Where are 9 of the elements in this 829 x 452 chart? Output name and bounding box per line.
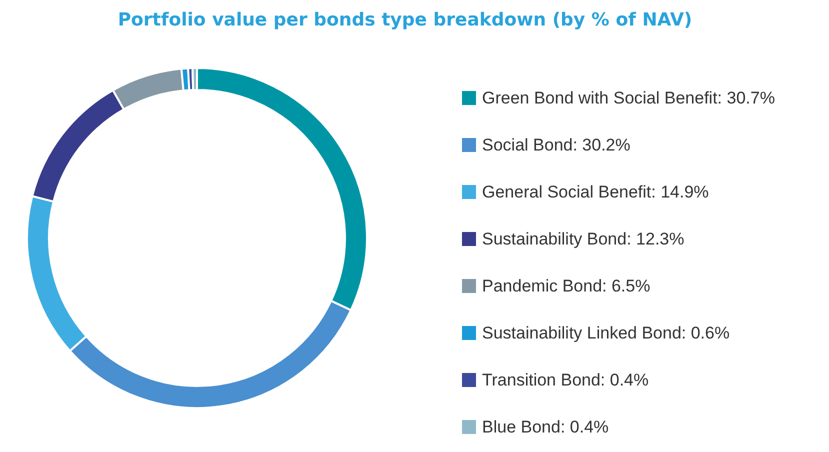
legend-label: Blue Bond: 0.4% bbox=[482, 418, 609, 436]
legend-label: Sustainability Bond: 12.3% bbox=[482, 230, 684, 248]
legend-label: Social Bond: 30.2% bbox=[482, 136, 630, 154]
legend-label: Pandemic Bond: 6.5% bbox=[482, 276, 650, 296]
legend-label: Sustainability Linked Bond: 0.6% bbox=[482, 324, 730, 342]
legend-label: General Social Benefit: 14.9% bbox=[482, 182, 709, 202]
legend-label: Green Bond with Social Benefit: 30.7% bbox=[482, 88, 775, 108]
chart-title: Portfolio value per bonds type breakdown (by % of NAV) bbox=[118, 10, 692, 30]
legend-label: Transition Bond: 0.4% bbox=[482, 370, 649, 390]
